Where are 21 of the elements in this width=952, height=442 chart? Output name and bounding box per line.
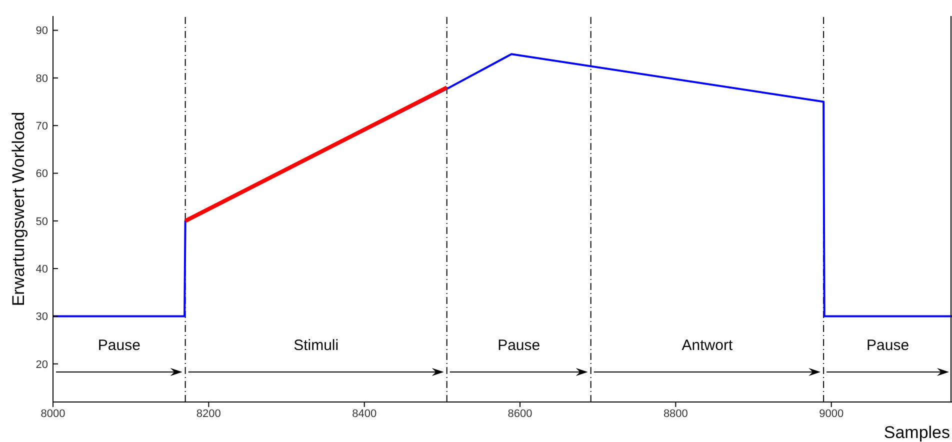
y-tick-label: 20: [36, 358, 48, 371]
y-tick-label: 60: [36, 168, 48, 180]
y-axis-title: Erwartungswert Workload: [9, 112, 28, 306]
x-tick-label: 9000: [819, 408, 844, 420]
x-tick-label: 8200: [196, 408, 221, 420]
y-tick-label: 30: [36, 311, 48, 324]
y-tick-label: 70: [36, 120, 48, 133]
x-axis-title: Samples: [884, 423, 950, 442]
y-tick-label: 80: [36, 72, 48, 85]
annotation: Pause: [498, 336, 540, 354]
y-tick-label: 40: [36, 263, 48, 276]
annotation: Pause: [98, 336, 140, 354]
annotation: Stimuli: [294, 336, 339, 354]
x-tick-label: 8800: [663, 408, 688, 420]
annotation: Pause: [866, 336, 910, 354]
annotation: Antwort: [682, 336, 734, 354]
y-tick-label: 90: [36, 25, 48, 38]
y-tick-label: 50: [36, 216, 48, 228]
x-tick-label: 8600: [508, 408, 532, 420]
x-tick-label: 8400: [352, 408, 377, 420]
x-tick-label: 8000: [40, 408, 66, 420]
